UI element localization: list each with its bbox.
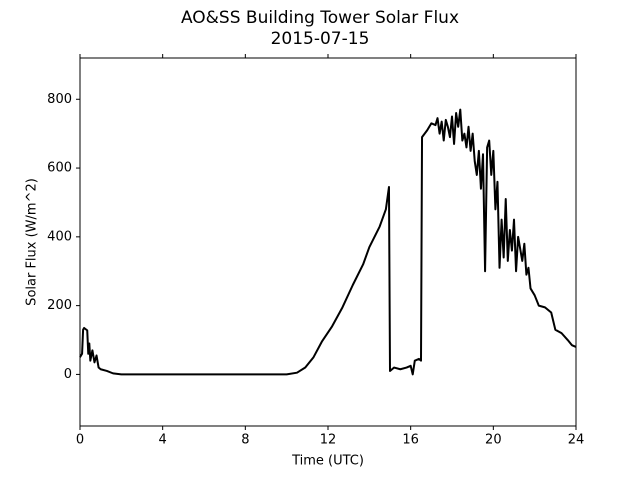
x-tick-label: 24: [568, 433, 585, 448]
x-tick-label: 8: [241, 433, 249, 448]
y-tick-label: 200: [47, 298, 72, 313]
chart-title: AO&SS Building Tower Solar Flux: [181, 8, 459, 28]
x-tick-label: 4: [159, 433, 167, 448]
x-tick-label: 20: [485, 433, 502, 448]
y-tick-label: 600: [47, 161, 72, 176]
y-tick-label: 800: [47, 92, 72, 107]
x-axis-label: Time (UTC): [291, 454, 364, 469]
x-tick-label: 12: [320, 433, 337, 448]
x-tick-label: 0: [76, 433, 84, 448]
y-axis-label: Solar Flux (W/m^2): [25, 178, 40, 306]
y-tick-label: 0: [64, 367, 72, 382]
x-tick-label: 16: [402, 433, 419, 448]
y-tick-label: 400: [47, 229, 72, 244]
chart-subtitle: 2015-07-15: [271, 29, 370, 49]
data-line: [79, 108, 577, 376]
